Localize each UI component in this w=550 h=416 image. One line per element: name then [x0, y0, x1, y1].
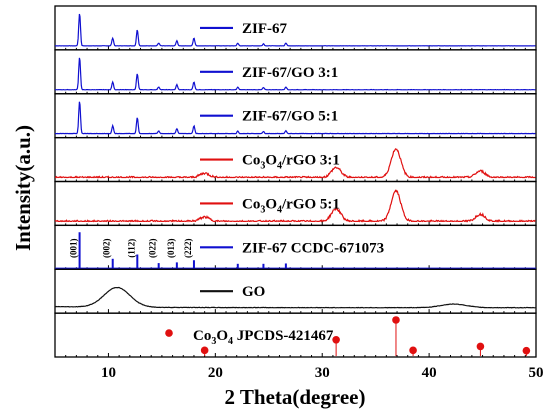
legend-marker [165, 329, 173, 337]
panel-frame [54, 5, 537, 51]
hkl-label: (002) [102, 238, 112, 258]
series-line [54, 13, 536, 47]
series-line [54, 189, 536, 223]
x-axis-title: 2 Theta(degree) [225, 385, 366, 409]
x-tick-label: 10 [101, 365, 116, 381]
hkl-label: (222) [183, 238, 193, 258]
series-marker [476, 342, 485, 351]
legend-label: Co3O4 JPCDS-421467 [193, 328, 334, 347]
series-marker [522, 346, 531, 355]
hkl-label: (001) [69, 238, 79, 258]
panel-frame [54, 268, 537, 314]
x-tick-label: 30 [315, 365, 330, 381]
series-marker [392, 316, 400, 324]
panel-6: GO [54, 268, 537, 314]
legend-label: ZIF-67 [242, 21, 288, 37]
panel-3: Co3O4/rGO 3:1 [54, 136, 537, 183]
x-axis: 10 20 30 40 50 [101, 365, 544, 381]
panel-frame [54, 312, 537, 358]
series-marker [200, 346, 209, 355]
series-line [54, 286, 536, 309]
x-tick-label: 50 [529, 365, 544, 381]
x-tick-label: 40 [422, 365, 437, 381]
panel-7: Co3O4 JPCDS-421467 [54, 312, 537, 358]
panel-0: ZIF-67 [54, 5, 537, 51]
y-axis-title: Intensity(a.u.) [11, 125, 35, 251]
hkl-label: (112) [126, 239, 136, 258]
legend-label: ZIF-67 CCDC-671073 [242, 240, 384, 256]
hkl-label: (013) [166, 238, 176, 258]
panels: ZIF-67 ZIF-67/GO 3:1 ZIF-67/GO 5:1 Co3O4/rG… [54, 5, 537, 358]
panel-2: ZIF-67/GO 5:1 [54, 93, 537, 139]
panel-1: ZIF-67/GO 3:1 [54, 49, 537, 95]
panel-5: (001) (002) (112) (022) (013) (222) ZIF-67 CCD… [54, 224, 537, 270]
legend-label: Co3O4/rGO 3:1 [242, 153, 340, 172]
panel-4: Co3O4/rGO 5:1 [54, 180, 537, 227]
hkl-label: (022) [148, 238, 158, 258]
series-marker [409, 346, 417, 355]
legend-label: ZIF-67/GO 5:1 [242, 109, 338, 125]
series-line [54, 57, 536, 91]
legend-label: GO [242, 284, 265, 300]
legend-label: Co3O4/rGO 5:1 [242, 196, 340, 215]
series-line [54, 148, 536, 179]
x-tick-label: 20 [208, 365, 223, 381]
series-line [54, 101, 536, 135]
series-marker [332, 335, 340, 344]
legend-label: ZIF-67/GO 3:1 [242, 65, 338, 81]
